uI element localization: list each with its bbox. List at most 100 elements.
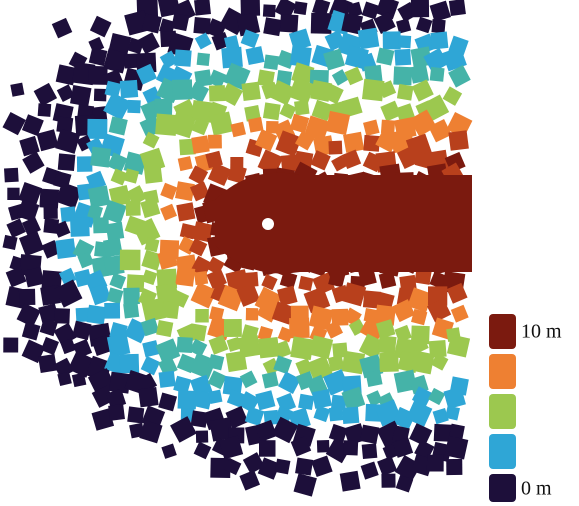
depth-patch: [87, 119, 107, 139]
depth-patch: [342, 407, 359, 424]
depth-patch: [317, 440, 330, 453]
depth-patch: [158, 393, 177, 412]
depth-patch: [378, 335, 397, 354]
depth-patch: [161, 443, 176, 458]
depth-patch: [343, 440, 358, 455]
depth-patch: [123, 302, 139, 318]
depth-patch: [58, 153, 76, 171]
depth-patch: [106, 222, 125, 241]
depth-patch: [127, 100, 140, 113]
depth-patch: [176, 202, 195, 221]
depth-patch: [264, 55, 279, 70]
depth-patch: [358, 28, 380, 50]
depth-patch: [194, 0, 211, 16]
depth-patch: [328, 141, 342, 155]
color-legend: 10 m 0 m: [489, 314, 562, 502]
depth-patch: [10, 83, 24, 97]
depth-patch: [123, 288, 140, 305]
depth-patch: [22, 322, 41, 341]
depth-patch: [178, 390, 197, 409]
depth-patch: [87, 305, 107, 325]
depth-patch: [161, 301, 179, 319]
depth-patch: [376, 48, 394, 66]
depth-patch: [160, 204, 177, 221]
depth-patch: [444, 436, 468, 460]
depth-patch: [411, 0, 429, 17]
depth-patch: [443, 86, 463, 106]
depth-patch: [428, 388, 445, 405]
depth-patch: [290, 336, 314, 360]
legend-swatch: [489, 394, 516, 429]
depth-patch: [255, 390, 275, 410]
depth-patch: [345, 67, 364, 86]
depth-patch: [55, 238, 76, 259]
depth-patch: [394, 49, 411, 66]
depth-patch: [298, 276, 313, 291]
depth-patch: [34, 83, 57, 106]
depth-patch: [398, 35, 411, 48]
depth-patch: [311, 13, 332, 34]
depth-patch: [144, 165, 163, 184]
depth-patch: [361, 461, 379, 479]
legend-label: 10 m: [521, 321, 562, 343]
depth-patch: [38, 354, 57, 373]
depth-patch: [241, 82, 260, 101]
legend-swatch: [489, 314, 516, 349]
depth-patch: [446, 459, 462, 475]
depth-patch: [196, 430, 208, 442]
depth-patch: [289, 318, 310, 339]
near-field-core: [215, 173, 472, 274]
depth-patch: [104, 303, 120, 319]
depth-patch: [52, 18, 72, 38]
depth-patch: [226, 351, 247, 372]
depth-patch: [160, 183, 177, 200]
depth-patch: [141, 356, 160, 375]
depth-patch: [343, 132, 364, 153]
depth-patch: [175, 267, 195, 287]
depth-patch: [248, 117, 264, 133]
depth-patch: [126, 201, 141, 216]
depth-patch: [195, 33, 212, 50]
depth-patch: [2, 112, 25, 135]
depth-map-figure: 10 m 0 m: [0, 0, 579, 506]
sensor-origin: [262, 218, 274, 230]
depth-patch: [340, 471, 361, 492]
depth-patch: [275, 459, 291, 475]
depth-patch: [263, 102, 281, 120]
depth-patch: [262, 372, 279, 389]
legend-swatch: [489, 474, 516, 502]
depth-patch: [294, 100, 309, 115]
depth-patch: [197, 53, 210, 66]
depth-patch: [94, 89, 107, 102]
depth-patch: [411, 350, 435, 374]
depth-patch: [332, 69, 349, 86]
depth-patch: [107, 287, 124, 304]
depth-patch: [224, 319, 242, 337]
depth-patch: [172, 79, 193, 100]
depth-patch: [127, 406, 144, 423]
depth-patch: [448, 130, 469, 151]
depth-patch: [295, 458, 313, 476]
depth-patch: [239, 470, 260, 491]
depth-patch: [366, 370, 383, 387]
depth-patch: [156, 320, 173, 337]
depth-patch: [360, 425, 379, 444]
depth-patch: [430, 67, 445, 82]
depth-patch: [383, 31, 401, 49]
depth-patch: [449, 0, 466, 16]
depth-patch: [377, 456, 397, 476]
depth-patch: [430, 1, 451, 22]
depth-patch: [138, 32, 160, 54]
depth-patch: [90, 147, 111, 168]
depth-patch: [363, 120, 380, 137]
depth-patch: [329, 407, 344, 422]
depth-patch: [246, 308, 259, 321]
depth-patch: [3, 338, 18, 353]
depth-patch: [246, 46, 265, 65]
depth-patch: [90, 16, 112, 38]
depth-patch: [230, 122, 246, 138]
depth-patch: [393, 66, 412, 85]
depth-patch: [427, 455, 444, 472]
depth-patch: [195, 309, 209, 323]
depth-patch: [138, 387, 158, 407]
